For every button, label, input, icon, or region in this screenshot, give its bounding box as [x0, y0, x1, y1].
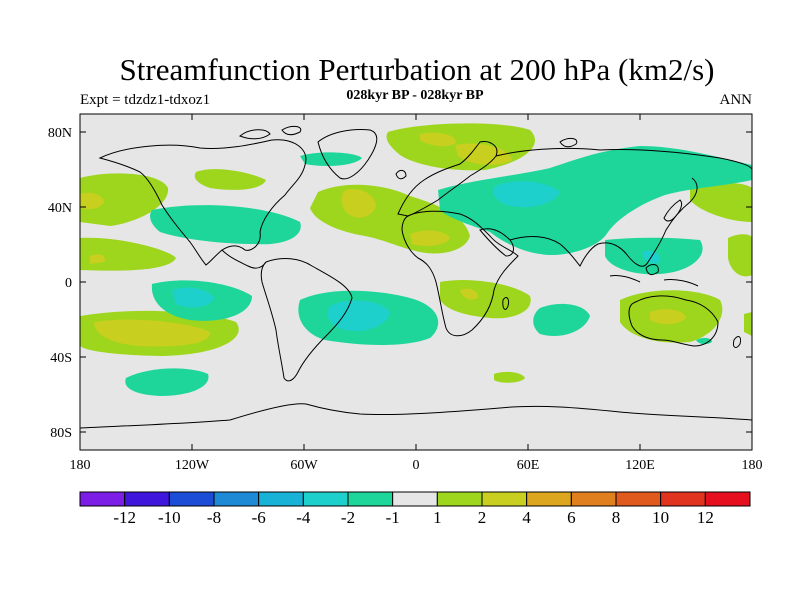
lat-axis	[80, 131, 752, 433]
colorbar-swatch	[526, 491, 572, 507]
colorbar-label: -8	[207, 508, 221, 527]
colorbar-label: -4	[296, 508, 311, 527]
lat-tick-label: 40S	[50, 351, 72, 366]
lat-tick-label: 40N	[48, 201, 72, 216]
lon-tick-label: 120W	[175, 458, 210, 473]
period-label: 028kyr BP - 028kyr BP	[346, 88, 484, 103]
colorbar-swatch	[79, 491, 126, 507]
colorbar-swatch	[302, 491, 349, 507]
colorbar-label: -6	[252, 508, 266, 527]
colorbar-swatch	[660, 491, 706, 507]
lon-tick-label: 60E	[517, 458, 540, 473]
colorbar-label: 2	[478, 508, 487, 527]
lon-tick-label: 60W	[290, 458, 318, 473]
plot-title: Streamfunction Perturbation at 200 hPa (…	[119, 52, 715, 87]
strong-negative-cores	[172, 181, 661, 332]
colorbar-swatch	[704, 491, 751, 507]
lat-tick-label: 0	[65, 276, 72, 291]
colorbar: -12 -10 -8 -6 -4 -2 -1 1 2 4 6 8 10 12	[79, 491, 751, 527]
lon-tick-label: 120E	[625, 458, 655, 473]
colorbar-swatch	[213, 491, 260, 507]
lon-tick-label: 180	[70, 458, 91, 473]
colorbar-label: 4	[522, 508, 531, 527]
colorbar-swatch	[481, 491, 528, 507]
colorbar-label: -10	[158, 508, 181, 527]
colorbar-label: -2	[341, 508, 355, 527]
colorbar-label: 1	[433, 508, 442, 527]
colorbar-swatch	[124, 491, 170, 507]
colorbar-swatch	[570, 491, 617, 507]
colorbar-label: -12	[113, 508, 136, 527]
colorbar-label: 6	[567, 508, 576, 527]
colorbar-label: 8	[612, 508, 621, 527]
colorbar-label: -1	[386, 508, 400, 527]
season-label: ANN	[719, 92, 753, 108]
colorbar-swatch	[615, 491, 662, 507]
colorbar-swatch	[347, 491, 394, 507]
lon-tick-label: 180	[742, 458, 763, 473]
lat-tick-label: 80S	[50, 426, 72, 441]
colorbar-swatch	[392, 491, 438, 507]
map-panel	[80, 114, 752, 450]
colorbar-label: 12	[697, 508, 714, 527]
coastlines	[80, 125, 752, 429]
colorbar-label: 10	[652, 508, 669, 527]
colorbar-swatch	[436, 491, 483, 507]
colorbar-swatch	[258, 491, 304, 507]
strong-positive-cores	[80, 132, 686, 347]
negative-anomaly-regions	[125, 146, 752, 396]
lon-labels: 180 120W 60W 0 60E 120E 180	[70, 458, 763, 473]
colorbar-swatch	[168, 491, 215, 507]
lat-labels: 80N 40N 0 40S 80S	[48, 126, 72, 441]
lon-axis	[191, 114, 641, 450]
lon-tick-label: 0	[413, 458, 420, 473]
experiment-label: Expt = tdzdz1-tdxoz1	[80, 92, 211, 108]
lat-tick-label: 80N	[48, 126, 72, 141]
